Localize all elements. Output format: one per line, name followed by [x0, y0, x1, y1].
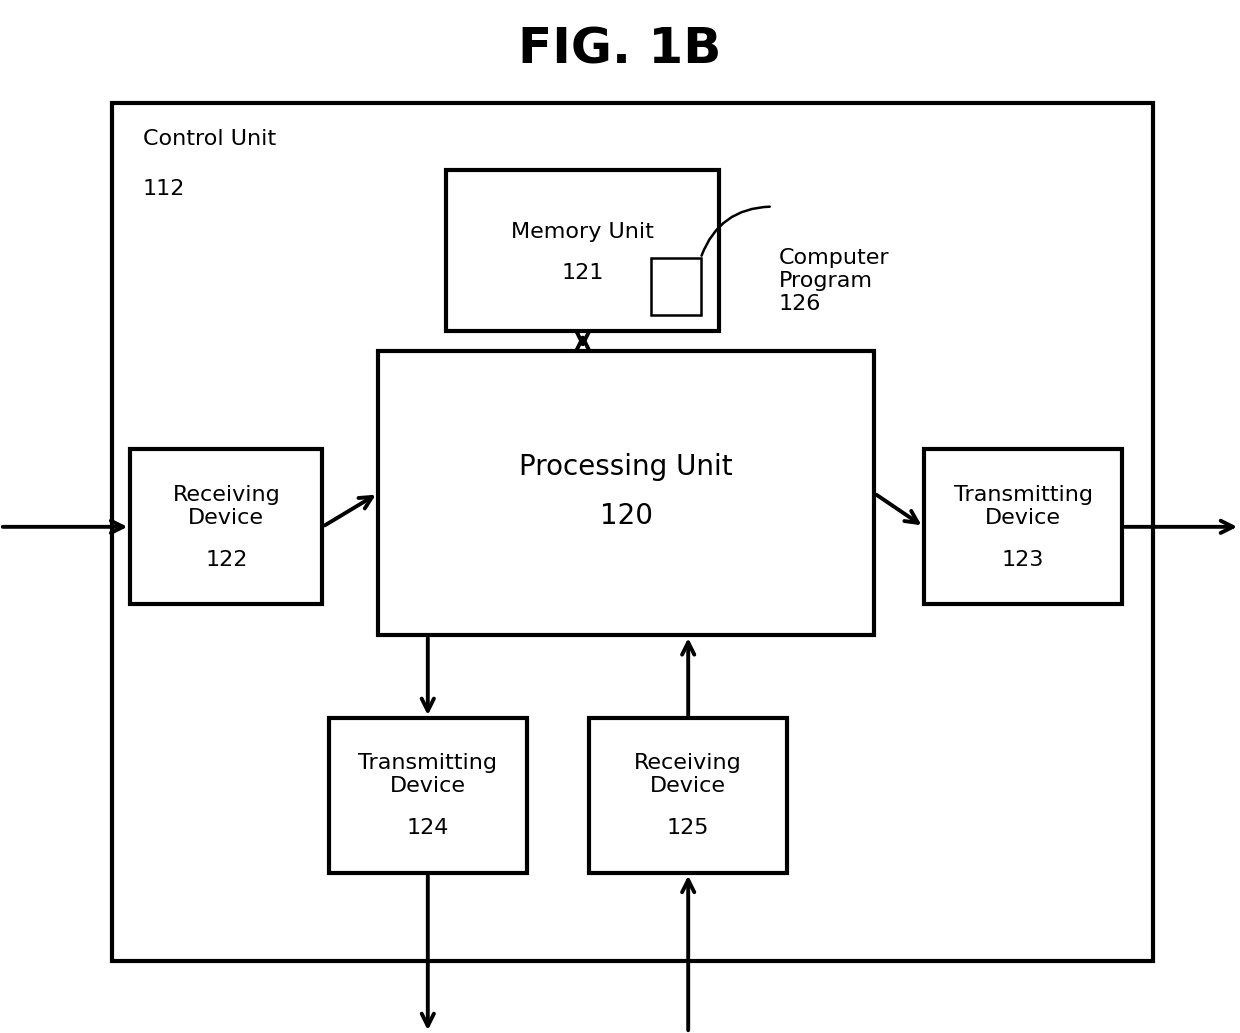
Text: Processing Unit: Processing Unit — [520, 453, 733, 481]
Text: Transmitting
Device: Transmitting Device — [358, 753, 497, 796]
Text: 124: 124 — [407, 818, 449, 839]
Bar — [329, 718, 527, 873]
Bar — [446, 170, 719, 331]
Text: 125: 125 — [667, 818, 709, 839]
Bar — [130, 449, 322, 604]
Text: 120: 120 — [600, 502, 652, 530]
Text: Receiving
Device: Receiving Device — [635, 753, 742, 796]
Bar — [589, 718, 787, 873]
Bar — [924, 449, 1122, 604]
Text: Transmitting
Device: Transmitting Device — [954, 484, 1092, 528]
Text: 122: 122 — [205, 550, 248, 570]
Text: Control Unit: Control Unit — [143, 129, 275, 149]
Text: FIG. 1B: FIG. 1B — [518, 26, 722, 73]
Bar — [112, 103, 1153, 961]
Text: 123: 123 — [1002, 550, 1044, 570]
Text: Receiving
Device: Receiving Device — [172, 484, 280, 528]
Bar — [378, 351, 874, 635]
Text: Memory Unit: Memory Unit — [511, 222, 655, 242]
Text: 121: 121 — [562, 263, 604, 283]
Text: 112: 112 — [143, 179, 185, 198]
Text: Computer
Program
126: Computer Program 126 — [779, 248, 889, 314]
Bar — [651, 258, 701, 315]
